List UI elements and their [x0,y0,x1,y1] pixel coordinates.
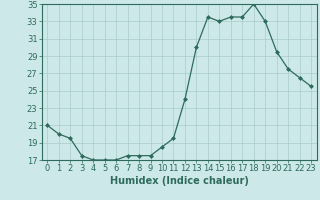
X-axis label: Humidex (Indice chaleur): Humidex (Indice chaleur) [110,176,249,186]
